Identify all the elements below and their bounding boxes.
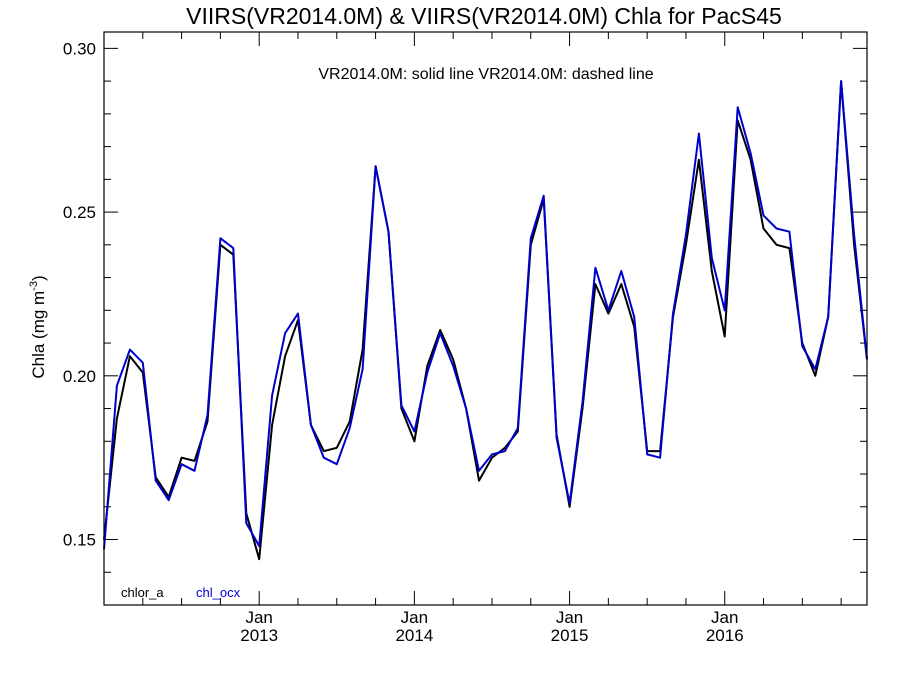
series-line-chl-ocx — [103, 80, 868, 550]
axes-ticks — [103, 32, 867, 606]
x-tick-label-month: Jan — [556, 608, 583, 627]
x-tick-label-year: 2014 — [395, 626, 433, 645]
x-tick-label-year: 2016 — [706, 626, 744, 645]
legend-item-chlor-a: chlor_a — [121, 585, 164, 600]
y-tick-label: 0.25 — [63, 203, 96, 222]
x-tick-label-month: Jan — [401, 608, 428, 627]
y-axis-label-superscript: -3 — [28, 281, 40, 291]
legend: chlor_a chl_ocx — [121, 585, 241, 600]
y-axis-label: Chla (mg m-3) — [28, 275, 48, 378]
y-tick-label: 0.15 — [63, 531, 96, 550]
x-tick-label-year: 2013 — [240, 626, 278, 645]
series-line-chlor-a — [103, 80, 868, 561]
y-tick-label: 0.30 — [63, 39, 96, 58]
plot-area-frame — [103, 31, 868, 606]
series-lines — [103, 80, 868, 561]
y-axis-label-close: ) — [29, 275, 48, 281]
legend-item-chl-ocx: chl_ocx — [196, 585, 241, 600]
tick-labels: 0.150.200.250.30Jan2013Jan2014Jan2015Jan… — [63, 39, 744, 645]
chart-subtitle: VR2014.0M: solid line VR2014.0M: dashed … — [318, 66, 653, 83]
y-axis-label-text: Chla (mg m — [29, 291, 48, 379]
x-tick-label-month: Jan — [245, 608, 272, 627]
chart-title: VIIRS(VR2014.0M) & VIIRS(VR2014.0M) Chla… — [186, 3, 782, 29]
x-tick-label-month: Jan — [711, 608, 738, 627]
x-tick-label-year: 2015 — [551, 626, 589, 645]
y-tick-label: 0.20 — [63, 367, 96, 386]
